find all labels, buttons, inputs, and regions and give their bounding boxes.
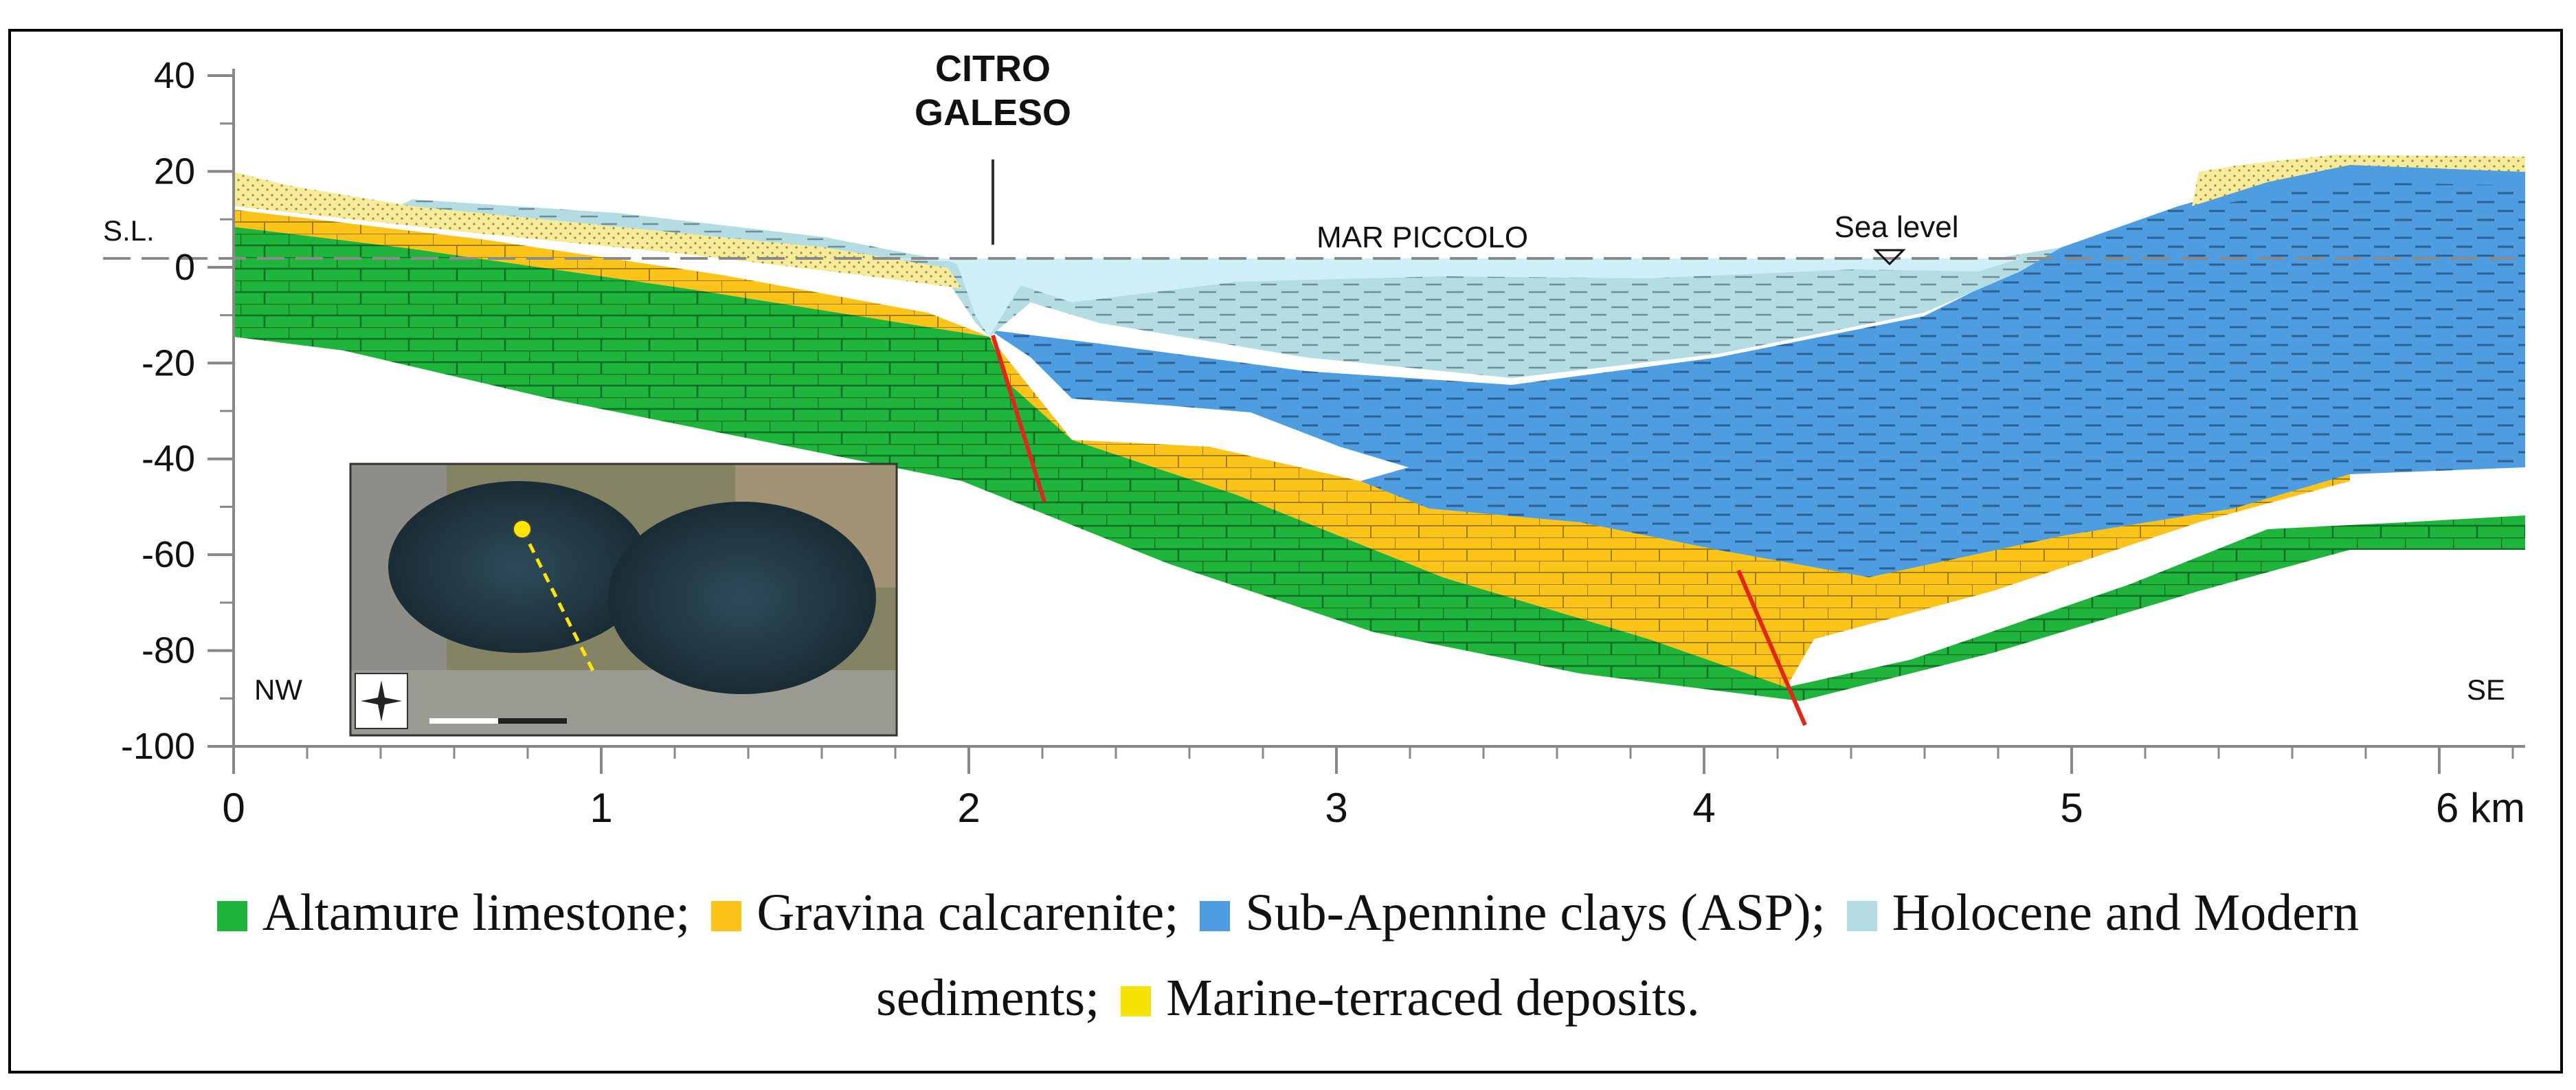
citro-title-line1: CITRO	[935, 48, 1051, 89]
x-tick-label: 5	[2060, 785, 2083, 831]
x-tick-label: 2	[957, 785, 980, 831]
geology-layers	[234, 155, 2525, 701]
calcarenite-swatch	[711, 901, 742, 931]
y-tick-label: -60	[142, 534, 195, 575]
legend-label-clays: Sub-Apennine clays (ASP);	[1245, 884, 1826, 942]
holocene-swatch	[1846, 901, 1877, 931]
legend-holocene-continuation: sediments;	[876, 972, 1099, 1024]
legend-item-calcarenite: Gravina calcarenite;	[711, 887, 1178, 939]
fault-line-2	[1736, 569, 1807, 726]
sea-level-marker-icon	[1873, 249, 1906, 266]
mar-piccolo-label: MAR PICCOLO	[1317, 221, 1528, 254]
x-tick-label: 0	[222, 785, 245, 831]
y-tick-label: -80	[142, 630, 195, 671]
x-axis: 0 1 2 3 4 5 6 km	[222, 745, 2525, 831]
nw-end-label: NW	[254, 674, 302, 706]
fault-line-1	[991, 335, 1046, 502]
legend-label-holocene: Holocene and Modern	[1892, 884, 2360, 942]
y-tick-label: 20	[154, 151, 195, 192]
x-tick-label: 3	[1325, 785, 1347, 831]
y-tick-label: 40	[154, 55, 195, 96]
legend-label-limestone: Altamure limestone;	[262, 884, 691, 942]
legend-line-1: Altamure limestone; Gravina calcarenite;…	[0, 887, 2576, 939]
y-tick-label: -100	[121, 726, 195, 767]
sea-level-axis-label: S.L.	[103, 214, 155, 247]
x-tick-label: 6 km	[2436, 785, 2525, 831]
x-tick-label: 1	[590, 785, 612, 831]
y-tick-label: -40	[142, 438, 195, 480]
legend-item-terrace: Marine-terraced deposits.	[1121, 972, 1700, 1024]
y-tick-label: -20	[142, 342, 195, 383]
legend-label-terrace: Marine-terraced deposits.	[1166, 969, 1700, 1027]
lagoon-second-basin	[608, 502, 876, 694]
limestone-swatch	[216, 901, 247, 931]
inset-map	[349, 463, 898, 737]
legend-label-holocene-continued: sediments;	[876, 969, 1100, 1027]
scale-bar	[429, 718, 567, 724]
faults	[991, 335, 1807, 726]
altamure-limestone-layer	[234, 227, 2525, 701]
holocene-sediments-layer	[385, 199, 2061, 378]
mar-piccolo-water	[866, 258, 2020, 302]
sub-apennine-clays-layer	[989, 165, 2525, 577]
citro-galeso-location-marker	[513, 520, 532, 539]
y-tick-label: 0	[175, 247, 195, 288]
legend-line-2: sediments; Marine-terraced deposits.	[0, 972, 2576, 1024]
legend-item-holocene: Holocene and Modern	[1846, 884, 2360, 942]
legend-item-limestone: Altamure limestone;	[216, 884, 691, 942]
clays-swatch	[1200, 901, 1231, 931]
x-tick-label: 4	[1692, 785, 1715, 831]
x-axis-ticks: 0 1 2 3 4 5 6 km	[222, 746, 2525, 831]
y-axis-ticks: 40 20 0 -20 -40 -60 -80 -100	[121, 55, 234, 767]
lagoon-first-basin	[388, 481, 649, 653]
y-axis: 40 20 0 -20 -40 -60 -80 -100	[121, 55, 235, 767]
legend-item-clays: Sub-Apennine clays (ASP);	[1200, 884, 1826, 942]
citro-galeso-spring-depression	[955, 258, 1038, 337]
section-trace-line	[520, 528, 596, 675]
galeso-title-line2: GALESO	[915, 92, 1071, 133]
cross-section-diagram: 40 20 0 -20 -40 -60 -80 -100 0 1 2 3 4 5 6 km CITRO G…	[103, 48, 2525, 831]
terrace-swatch	[1121, 986, 1152, 1016]
sea-level-label: Sea level	[1834, 210, 1958, 244]
legend-label-calcarenite: Gravina calcarenite;	[757, 884, 1179, 942]
se-end-label: SE	[2467, 674, 2505, 706]
compass-rose-icon	[355, 673, 408, 729]
